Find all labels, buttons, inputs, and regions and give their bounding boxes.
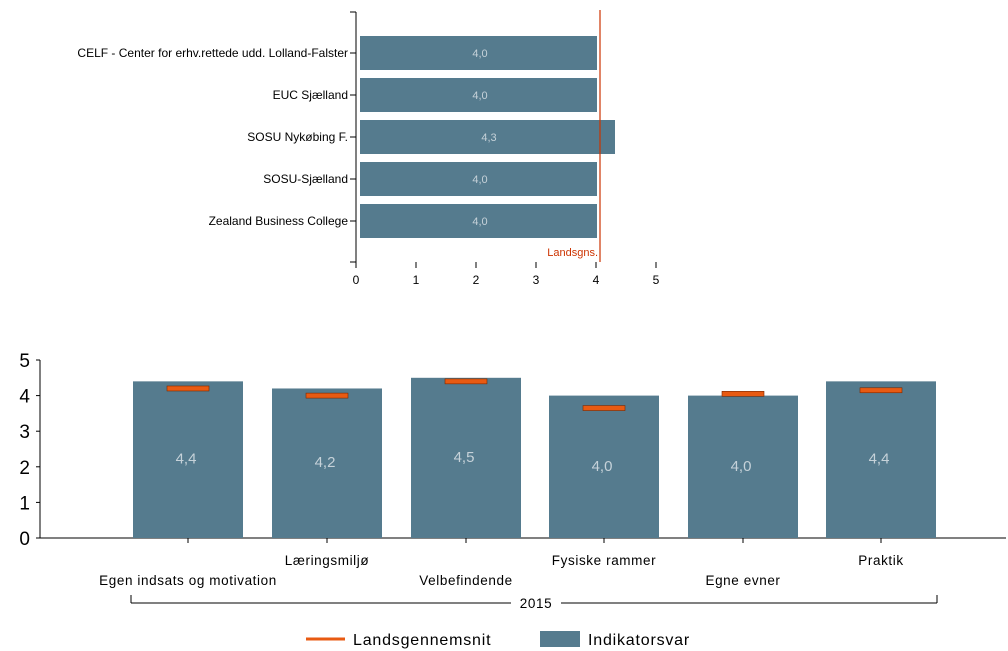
value-label: 4,0 (731, 458, 752, 475)
category-label: Læringsmiljø (285, 553, 369, 568)
group-label: 2015 (520, 596, 552, 611)
x-tick-label: 5 (653, 273, 660, 287)
value-label: 4,0 (472, 174, 487, 186)
y-tick-label: 0 (19, 529, 30, 550)
average-marker (444, 378, 488, 385)
x-tick-label: 2 (473, 273, 480, 287)
value-label: 4,3 (481, 132, 496, 144)
bar (360, 162, 597, 196)
category-label: Egne evner (705, 573, 780, 588)
value-label: 4,0 (592, 458, 613, 475)
value-label: 4,4 (869, 451, 890, 468)
x-tick-label: 3 (533, 273, 540, 287)
category-label: SOSU-Sjælland (263, 172, 348, 186)
bar (360, 78, 597, 112)
category-label: Zealand Business College (209, 214, 349, 228)
y-tick-label: 4 (19, 387, 30, 408)
category-label: Fysiske rammer (552, 553, 656, 568)
category-label: EUC Sjælland (273, 88, 348, 102)
value-label: 4,0 (472, 48, 487, 60)
bar (549, 395, 659, 538)
average-marker (859, 387, 903, 394)
legend-label: Indikatorsvar (588, 632, 690, 649)
value-label: 4,0 (472, 90, 487, 102)
x-tick-label: 4 (593, 273, 600, 287)
indicator-chart: 0 1 2 3 4 5 4,4 4,2 4,5 4,0 4,0 4,4 Egen indsats og … (19, 351, 1006, 649)
bar (688, 395, 798, 538)
value-label: 4,5 (454, 449, 475, 466)
school-comparison-chart: CELF - Center for erhv.rettede udd. Loll… (77, 10, 660, 287)
legend-label: Landsgennemsnit (353, 632, 491, 649)
value-label: 4,0 (472, 216, 487, 228)
bar (272, 388, 382, 538)
legend-box-swatch (540, 631, 580, 647)
bar (826, 381, 936, 538)
x-tick-label: 0 (353, 273, 360, 287)
average-marker (305, 392, 349, 399)
value-label: 4,2 (315, 454, 336, 471)
x-tick-label: 1 (413, 273, 420, 287)
y-tick-label: 5 (19, 351, 30, 372)
bar (360, 120, 615, 154)
y-tick-label: 1 (19, 493, 30, 514)
category-label: Velbefindende (419, 573, 512, 588)
value-label: 4,4 (176, 451, 197, 468)
average-marker (166, 385, 210, 392)
reference-label: Landsgns. (547, 247, 598, 259)
y-tick-label: 2 (19, 458, 30, 479)
category-label: CELF - Center for erhv.rettede udd. Loll… (77, 46, 348, 60)
average-marker (721, 391, 765, 397)
average-marker (582, 405, 626, 411)
bar (360, 204, 597, 238)
bar (133, 381, 243, 538)
y-tick-label: 3 (19, 422, 30, 443)
category-label: SOSU Nykøbing F. (247, 130, 348, 144)
category-label: Egen indsats og motivation (99, 573, 277, 588)
bar (411, 377, 521, 538)
category-label: Praktik (858, 553, 903, 568)
bar (360, 36, 597, 70)
